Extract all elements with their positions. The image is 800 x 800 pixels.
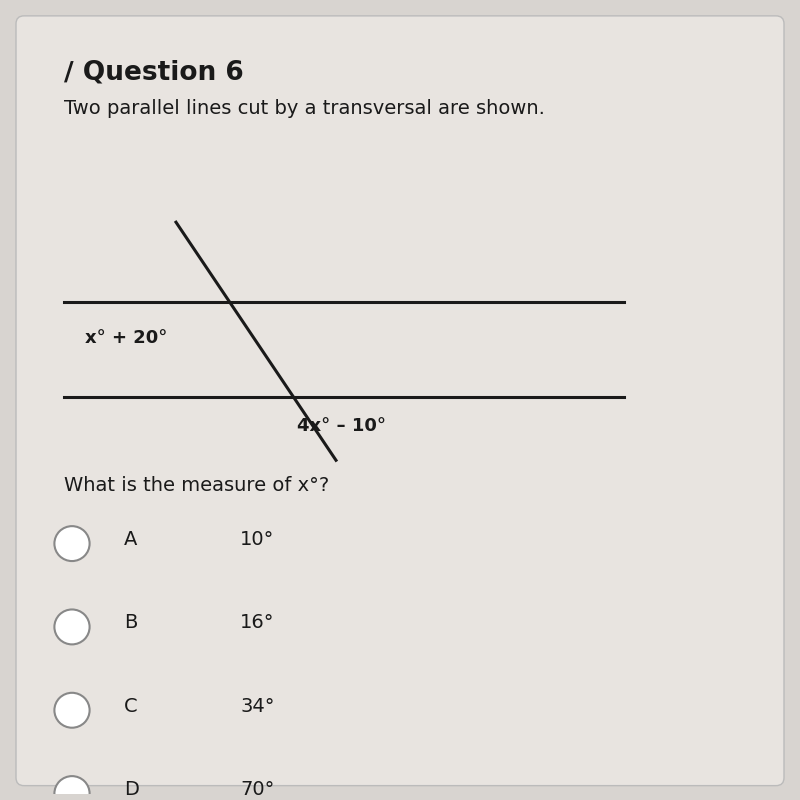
Text: A: A — [124, 530, 138, 549]
Text: ∕ Question 6: ∕ Question 6 — [64, 59, 244, 86]
Text: 10°: 10° — [240, 530, 274, 549]
Text: D: D — [124, 780, 139, 799]
Text: Two parallel lines cut by a transversal are shown.: Two parallel lines cut by a transversal … — [64, 99, 545, 118]
Circle shape — [54, 610, 90, 644]
Text: C: C — [124, 697, 138, 716]
Text: 4x° – 10°: 4x° – 10° — [298, 417, 386, 434]
Text: 70°: 70° — [240, 780, 274, 799]
Circle shape — [54, 693, 90, 728]
Text: 16°: 16° — [240, 614, 274, 633]
Text: B: B — [124, 614, 138, 633]
Text: 34°: 34° — [240, 697, 274, 716]
Text: x° + 20°: x° + 20° — [86, 330, 168, 347]
Circle shape — [54, 526, 90, 561]
Circle shape — [54, 776, 90, 800]
Text: What is the measure of x°?: What is the measure of x°? — [64, 476, 330, 495]
FancyBboxPatch shape — [16, 16, 784, 786]
